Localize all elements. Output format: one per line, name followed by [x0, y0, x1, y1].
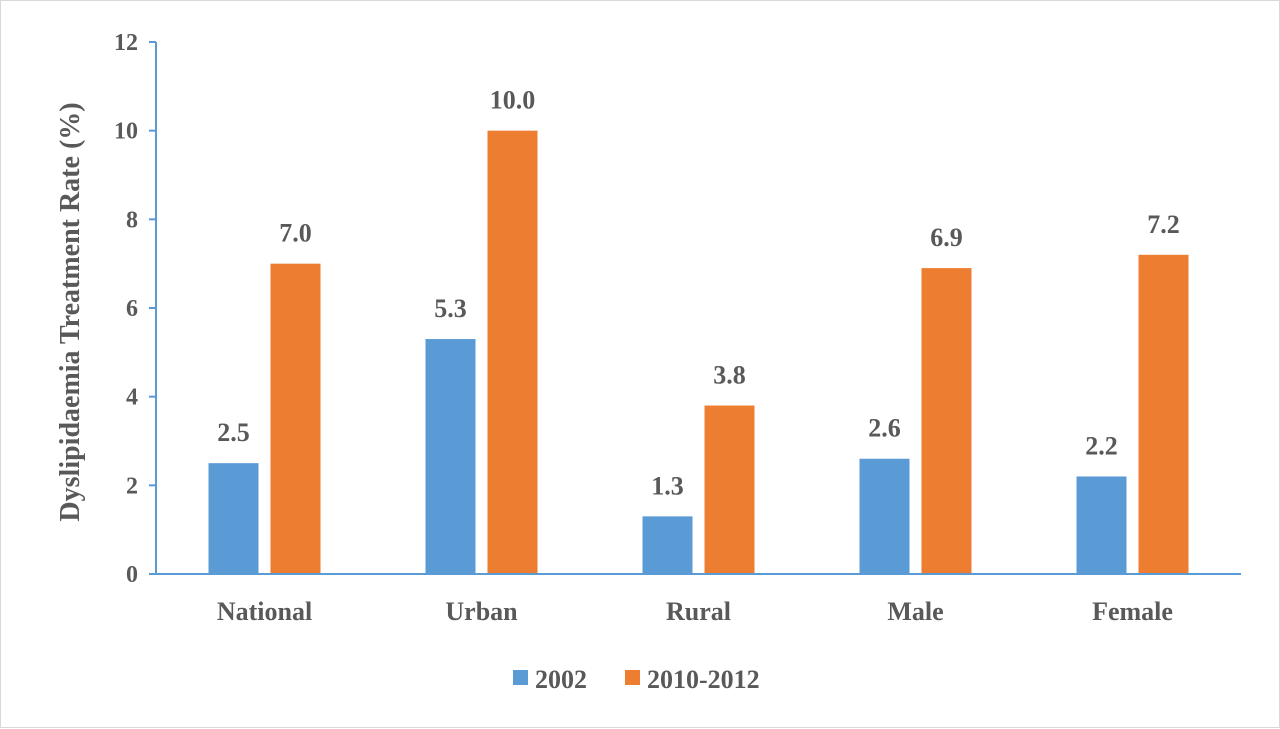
bar — [642, 516, 693, 574]
data-label: 5.3 — [434, 294, 467, 323]
category-label: National — [217, 597, 312, 626]
data-label: 6.9 — [930, 223, 963, 252]
data-labels: 2.5 7.0 5.3 10.0 1.3 3.8 2.6 6.9 2.2 7.2 — [217, 86, 1180, 501]
category-label: Urban — [445, 597, 518, 626]
category-label: Rural — [666, 597, 731, 626]
bar — [921, 268, 972, 574]
bar — [208, 463, 259, 574]
y-tick-label: 0 — [126, 562, 138, 588]
category-labels: National Urban Rural Male Female — [217, 597, 1173, 626]
category-label: Female — [1092, 597, 1173, 626]
y-tick-label: 4 — [126, 385, 138, 411]
data-label: 2.2 — [1085, 431, 1118, 460]
bar — [704, 405, 755, 574]
legend-swatch — [513, 670, 528, 685]
data-label: 3.8 — [713, 361, 746, 390]
data-label: 7.0 — [279, 219, 312, 248]
y-tick-label: 6 — [126, 296, 138, 322]
y-axis-ticks: 0 2 4 6 8 10 12 — [114, 30, 156, 588]
legend-swatch — [625, 670, 640, 685]
category-label: Male — [887, 597, 943, 626]
legend-label: 2002 — [535, 665, 587, 694]
data-label: 10.0 — [490, 86, 536, 115]
data-label: 2.5 — [217, 418, 250, 447]
legend-label: 2010-2012 — [647, 665, 760, 694]
y-axis-title: Dyslipidaemia Treatment Rate (%) — [55, 102, 86, 521]
y-tick-label: 12 — [114, 30, 138, 56]
y-tick-label: 2 — [126, 473, 138, 499]
y-tick-label: 10 — [114, 119, 138, 145]
bar — [270, 263, 321, 574]
bars — [208, 130, 1189, 575]
bar — [425, 339, 476, 574]
bar — [1138, 254, 1189, 575]
bar — [487, 130, 538, 574]
data-label: 2.6 — [868, 414, 901, 443]
data-label: 1.3 — [651, 471, 684, 500]
data-label: 7.2 — [1147, 210, 1180, 239]
y-tick-label: 8 — [126, 207, 138, 233]
bar — [1076, 476, 1127, 574]
bar — [859, 458, 910, 574]
legend: 2002 2010-2012 — [513, 665, 760, 694]
